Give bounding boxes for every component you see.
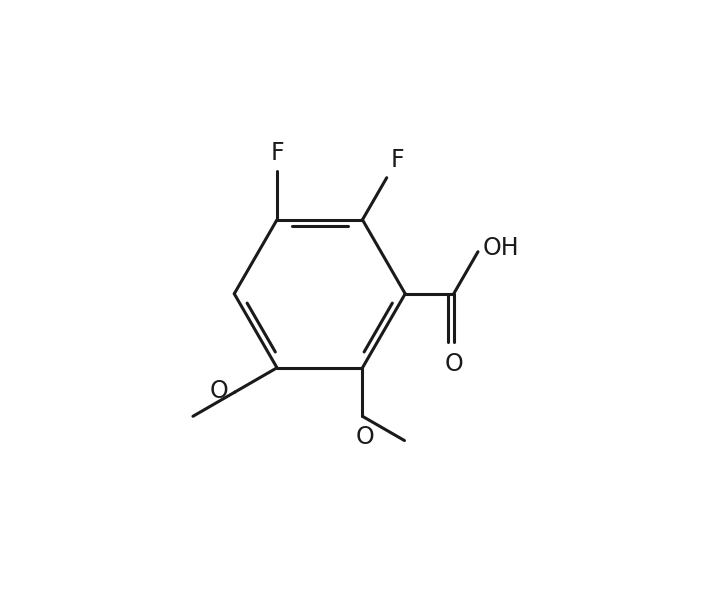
Text: O: O <box>356 425 374 449</box>
Text: F: F <box>270 141 283 165</box>
Text: OH: OH <box>483 236 519 260</box>
Text: O: O <box>444 352 463 376</box>
Text: O: O <box>209 379 228 403</box>
Text: F: F <box>391 148 404 172</box>
